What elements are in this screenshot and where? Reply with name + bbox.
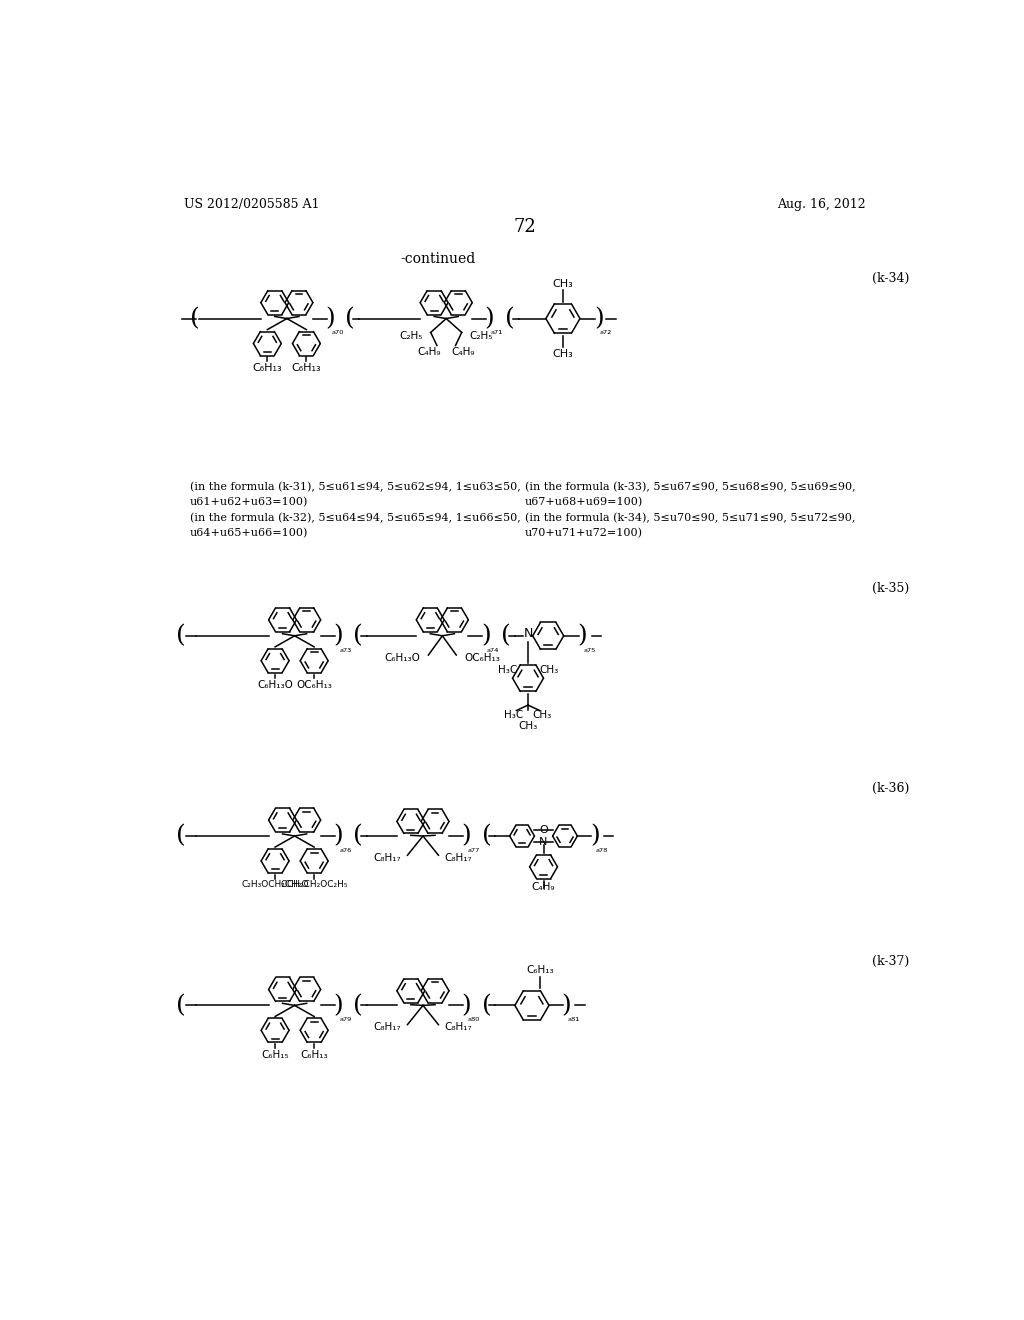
Text: (: ( xyxy=(481,825,492,847)
Text: ₐ₇₁: ₐ₇₁ xyxy=(490,326,503,337)
Text: C₆H₁₅: C₆H₁₅ xyxy=(261,1049,289,1060)
Text: CH₃: CH₃ xyxy=(553,348,573,359)
Text: ₐ₇₈: ₐ₇₈ xyxy=(596,843,608,854)
Text: CH₃: CH₃ xyxy=(532,710,552,721)
Text: ₐ₇₆: ₐ₇₆ xyxy=(339,843,351,854)
Text: C₂H₅: C₂H₅ xyxy=(469,331,493,341)
Text: (: ( xyxy=(505,308,514,330)
Text: C₆H₁₃: C₆H₁₃ xyxy=(292,363,322,372)
Text: (: ( xyxy=(481,994,492,1016)
Text: ₐ₇₉: ₐ₇₉ xyxy=(339,1014,351,1023)
Text: ₐ₈₁: ₐ₈₁ xyxy=(567,1014,580,1023)
Text: -continued: -continued xyxy=(400,252,475,267)
Text: ): ) xyxy=(462,825,471,847)
Text: C₆H₁₃O: C₆H₁₃O xyxy=(385,653,421,663)
Text: C₈H₁₇: C₈H₁₇ xyxy=(374,1022,401,1032)
Text: ₐ₇₅: ₐ₇₅ xyxy=(584,644,596,653)
Text: C₆H₁₃: C₆H₁₃ xyxy=(300,1049,328,1060)
Text: ): ) xyxy=(561,994,571,1016)
Text: C₄H₉: C₄H₉ xyxy=(452,347,475,356)
Text: ): ) xyxy=(333,994,343,1016)
Text: (: ( xyxy=(190,308,200,330)
Text: H₃C: H₃C xyxy=(505,710,523,721)
Text: Aug. 16, 2012: Aug. 16, 2012 xyxy=(777,198,866,211)
Text: (: ( xyxy=(353,624,362,647)
Text: ₐ₇₄: ₐ₇₄ xyxy=(487,644,500,653)
Text: ₐ₇₀: ₐ₇₀ xyxy=(332,326,344,337)
Text: N: N xyxy=(523,627,532,640)
Text: C₈H₁₇: C₈H₁₇ xyxy=(444,1022,472,1032)
Text: (: ( xyxy=(176,825,186,847)
Text: C₂H₃OCH₂CH₂O: C₂H₃OCH₂CH₂O xyxy=(242,880,309,890)
Text: ₐ₈₀: ₐ₈₀ xyxy=(468,1014,480,1023)
Text: (: ( xyxy=(353,994,362,1016)
Text: ₐ₇₂: ₐ₇₂ xyxy=(600,326,612,337)
Text: C₄H₉: C₄H₉ xyxy=(418,347,441,356)
Text: CH₃: CH₃ xyxy=(553,279,573,289)
Text: (k-37): (k-37) xyxy=(872,956,909,969)
Text: ₐ₇₃: ₐ₇₃ xyxy=(339,644,351,653)
Text: US 2012/0205585 A1: US 2012/0205585 A1 xyxy=(183,198,319,211)
Text: ): ) xyxy=(480,624,490,647)
Text: (: ( xyxy=(501,624,511,647)
Text: OC₆H₁₃: OC₆H₁₃ xyxy=(296,680,332,690)
Text: H₃C: H₃C xyxy=(498,665,517,676)
Text: C₆H₁₃: C₆H₁₃ xyxy=(253,363,283,372)
Text: (: ( xyxy=(345,308,355,330)
Text: (in the formula (k-31), 5≤u61≤94, 5≤u62≤94, 1≤u63≤50,
u61+u62+u63=100)
(in the f: (in the formula (k-31), 5≤u61≤94, 5≤u62≤… xyxy=(190,482,521,539)
Text: C₂H₅: C₂H₅ xyxy=(399,331,423,341)
Text: ): ) xyxy=(578,624,588,647)
Text: ): ) xyxy=(333,825,343,847)
Text: ): ) xyxy=(462,994,471,1016)
Text: (: ( xyxy=(176,624,186,647)
Text: C₈H₁₇: C₈H₁₇ xyxy=(374,853,401,863)
Text: (k-36): (k-36) xyxy=(872,781,909,795)
Text: OC₆H₁₃: OC₆H₁₃ xyxy=(464,653,500,663)
Text: N: N xyxy=(540,837,548,847)
Text: O: O xyxy=(540,825,548,834)
Text: ₐ₇₇: ₐ₇₇ xyxy=(468,843,480,854)
Text: OCH₂CH₂OC₂H₅: OCH₂CH₂OC₂H₅ xyxy=(281,880,348,890)
Text: (: ( xyxy=(353,825,362,847)
Text: CH₃: CH₃ xyxy=(518,721,538,731)
Text: ): ) xyxy=(333,624,343,647)
Text: ): ) xyxy=(484,308,495,330)
Text: CH₃: CH₃ xyxy=(539,665,558,676)
Text: C₆H₁₃: C₆H₁₃ xyxy=(526,965,554,975)
Text: (k-34): (k-34) xyxy=(872,272,909,285)
Text: (k-35): (k-35) xyxy=(872,582,909,595)
Text: C₈H₁₇: C₈H₁₇ xyxy=(444,853,472,863)
Text: (: ( xyxy=(176,994,186,1016)
Text: 72: 72 xyxy=(513,218,537,236)
Text: C₄H₉: C₄H₉ xyxy=(531,882,555,892)
Text: ): ) xyxy=(326,308,335,330)
Text: C₆H₁₃O: C₆H₁₃O xyxy=(257,680,293,690)
Text: ): ) xyxy=(594,308,604,330)
Text: (in the formula (k-33), 5≤u67≤90, 5≤u68≤90, 5≤u69≤90,
u67+u68+u69=100)
(in the f: (in the formula (k-33), 5≤u67≤90, 5≤u68≤… xyxy=(524,482,855,539)
Text: ): ) xyxy=(590,825,600,847)
